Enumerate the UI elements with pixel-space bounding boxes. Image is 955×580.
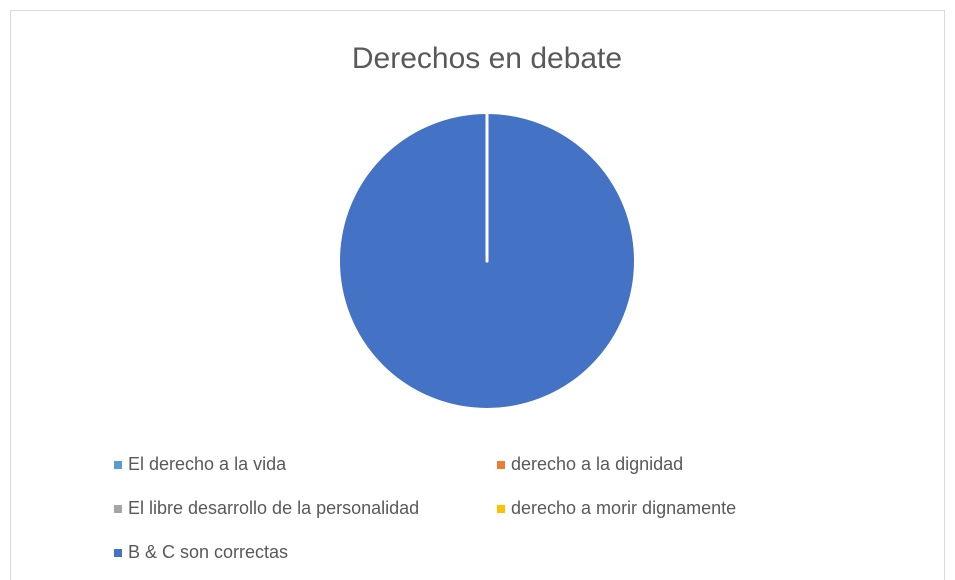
chart-title: Derechos en debate	[352, 42, 622, 75]
legend-swatch	[114, 505, 122, 513]
legend-swatch	[497, 461, 505, 469]
legend-label: B & C son correctas	[128, 542, 288, 562]
legend-label: derecho a la dignidad	[511, 454, 683, 474]
legend-label: El derecho a la vida	[128, 454, 287, 474]
legend-swatch	[114, 461, 122, 469]
legend-swatch	[114, 549, 122, 557]
legend-swatch	[497, 505, 505, 513]
legend-label: derecho a morir dignamente	[511, 498, 736, 518]
legend-label: El libre desarrollo de la personalidad	[128, 498, 419, 518]
